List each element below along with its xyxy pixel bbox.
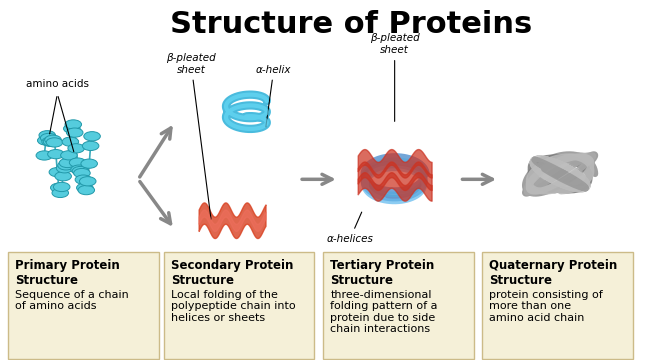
- Circle shape: [53, 182, 70, 192]
- Text: three-dimensional
folding pattern of a
protein due to side
chain interactions: three-dimensional folding pattern of a p…: [330, 289, 438, 334]
- Text: Sequence of a chain
of amino acids: Sequence of a chain of amino acids: [16, 289, 129, 311]
- Circle shape: [45, 135, 61, 144]
- Circle shape: [62, 137, 79, 146]
- Circle shape: [46, 138, 63, 147]
- Text: Structure of Proteins: Structure of Proteins: [170, 10, 532, 39]
- FancyBboxPatch shape: [8, 252, 159, 359]
- Circle shape: [38, 136, 54, 145]
- Circle shape: [52, 188, 68, 198]
- Circle shape: [60, 151, 77, 160]
- Text: Quaternary Protein
Structure: Quaternary Protein Structure: [489, 258, 618, 287]
- FancyBboxPatch shape: [323, 252, 474, 359]
- Circle shape: [36, 151, 53, 160]
- Text: Local folding of the
polypeptide chain into
helices or sheets: Local folding of the polypeptide chain i…: [172, 289, 296, 323]
- Circle shape: [78, 185, 94, 195]
- Circle shape: [51, 183, 67, 192]
- Circle shape: [65, 120, 81, 129]
- Text: α-helices: α-helices: [327, 212, 374, 244]
- FancyBboxPatch shape: [164, 252, 315, 359]
- Circle shape: [72, 166, 89, 176]
- Circle shape: [55, 172, 72, 181]
- Circle shape: [77, 183, 93, 192]
- Text: Secondary Protein
Structure: Secondary Protein Structure: [172, 258, 294, 287]
- Circle shape: [64, 124, 80, 133]
- Circle shape: [59, 158, 76, 168]
- Circle shape: [81, 159, 98, 168]
- Circle shape: [58, 161, 74, 170]
- Circle shape: [57, 164, 73, 173]
- Circle shape: [75, 175, 92, 184]
- Circle shape: [40, 133, 57, 143]
- Circle shape: [39, 131, 55, 140]
- Text: protein consisting of
more than one
amino acid chain: protein consisting of more than one amin…: [489, 289, 603, 323]
- Circle shape: [83, 141, 99, 150]
- Text: β-pleated
sheet: β-pleated sheet: [166, 53, 216, 219]
- Circle shape: [49, 167, 66, 177]
- Circle shape: [73, 168, 90, 178]
- Circle shape: [42, 137, 58, 147]
- Text: Tertiary Protein
Structure: Tertiary Protein Structure: [330, 258, 435, 287]
- Text: α-helix: α-helix: [256, 64, 291, 127]
- Circle shape: [71, 165, 87, 174]
- Circle shape: [79, 177, 96, 186]
- Text: amino acids: amino acids: [26, 78, 89, 89]
- Circle shape: [44, 137, 60, 147]
- Text: Primary Protein
Structure: Primary Protein Structure: [16, 258, 120, 287]
- FancyBboxPatch shape: [482, 252, 632, 359]
- Circle shape: [66, 128, 83, 137]
- Circle shape: [47, 149, 64, 159]
- Circle shape: [84, 132, 100, 141]
- Circle shape: [70, 158, 86, 167]
- Circle shape: [68, 144, 84, 153]
- Text: β-pleated
sheet: β-pleated sheet: [370, 33, 419, 121]
